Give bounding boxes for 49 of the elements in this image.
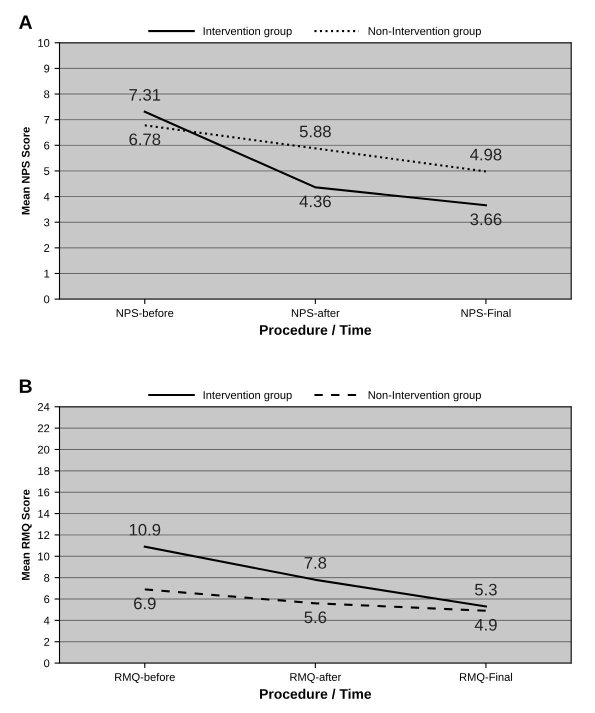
- y-axis-title: Mean RMQ Score: [22, 490, 32, 580]
- data-label: 10.9: [130, 524, 160, 536]
- x-tick-label: NPS-after: [292, 308, 340, 317]
- y-tick-label: 10: [38, 552, 50, 560]
- y-tick-label: 14: [38, 510, 50, 518]
- y-tick-label: 8: [44, 90, 50, 98]
- chart-title: A: [19, 16, 32, 29]
- y-tick-label: 22: [38, 424, 50, 432]
- data-label: 7.8: [304, 557, 326, 569]
- legend-label: Non-Intervention group: [368, 26, 481, 38]
- y-tick-label: 2: [44, 244, 50, 252]
- data-label: 6.78: [129, 133, 160, 146]
- y-tick-label: 4: [44, 616, 50, 624]
- data-label: 5.88: [300, 126, 331, 138]
- x-axis-title: Procedure / Time: [260, 688, 372, 700]
- y-tick-label: 16: [38, 488, 50, 496]
- data-label: 4.36: [300, 195, 331, 208]
- x-tick-label: RMQ-before: [115, 672, 175, 683]
- y-tick-label: 2: [44, 638, 50, 646]
- x-tick-label: NPS-Final: [462, 308, 510, 317]
- y-tick-label: 10: [38, 39, 50, 47]
- y-tick-label: 6: [44, 595, 50, 604]
- legend-label: Non-Intervention group: [368, 390, 481, 402]
- y-tick-label: 7: [44, 116, 50, 124]
- y-tick-label: 0: [44, 659, 50, 668]
- data-label: 4.9: [474, 618, 497, 631]
- y-tick-label: 3: [44, 218, 50, 226]
- y-tick-label: 24: [38, 403, 50, 411]
- y-tick-label: 9: [44, 64, 50, 73]
- chart-title: B: [20, 379, 32, 393]
- data-label: 5.3: [475, 584, 497, 596]
- data-label: 6.9: [134, 598, 156, 610]
- y-tick-label: 6: [44, 142, 50, 150]
- x-tick-label: RMQ-Final: [460, 672, 512, 683]
- x-tick-label: NPS-before: [116, 308, 174, 317]
- x-axis-title: Procedure / Time: [260, 324, 372, 336]
- legend-label: Intervention group: [204, 26, 292, 38]
- x-tick-label: RMQ-after: [290, 672, 342, 683]
- y-tick-label: 1: [44, 270, 50, 278]
- y-tick-label: 20: [38, 446, 50, 454]
- y-tick-label: 0: [44, 295, 50, 304]
- y-tick-label: 5: [44, 167, 50, 176]
- y-axis-title: Mean NPS Score: [22, 127, 30, 214]
- data-label: 4.98: [470, 148, 502, 160]
- legend-label: Intervention group: [204, 390, 292, 402]
- y-tick-label: 18: [38, 467, 50, 475]
- y-tick-label: 4: [44, 192, 50, 201]
- y-tick-label: 12: [38, 531, 50, 539]
- y-tick-label: 8: [44, 574, 50, 582]
